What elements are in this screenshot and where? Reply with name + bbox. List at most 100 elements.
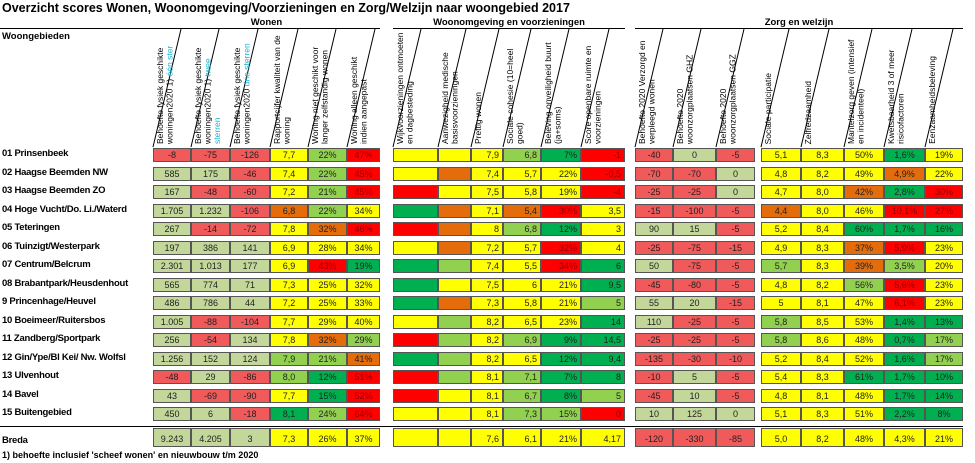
- table-cell: -0,5: [581, 166, 625, 181]
- table-cell: 6,5: [503, 314, 541, 329]
- table-cell: -25: [673, 185, 716, 199]
- column-label: Sociale cohesie (10=heel goed): [505, 48, 525, 144]
- table-cell: [438, 203, 471, 218]
- column-header-label: Sociale participatie: [763, 73, 774, 144]
- column-label: Eenzaamheidsbeleving: [927, 56, 937, 144]
- table-cell: 20: [673, 296, 716, 310]
- table-cell: 21%: [308, 351, 347, 366]
- table-cell: 8%: [541, 388, 581, 403]
- table-cell: -75: [673, 259, 716, 273]
- table-cell: 7,4: [471, 166, 503, 181]
- table-cell: 7,3: [270, 427, 308, 447]
- table-cell: 47%: [844, 296, 884, 310]
- table-cell: 5,1: [761, 407, 801, 421]
- group-header-wonen: Wonen: [250, 17, 283, 28]
- table-cell: -100: [673, 203, 716, 218]
- table-cell: -5: [716, 148, 755, 162]
- table-cell: 6,5: [503, 351, 541, 366]
- table-cell: -10: [635, 370, 673, 384]
- table-cell: 9,5: [581, 277, 625, 292]
- table-cell: 1,6%: [884, 351, 925, 366]
- row-header-label: Woongebieden: [2, 31, 70, 42]
- column-header: Behoefte 2020 Verzorgd en verpleegd wone…: [635, 29, 673, 147]
- table-cell: 45%: [347, 185, 380, 199]
- column-header-label: Behoefte fysiek geschikte woningen2020 1…: [193, 32, 223, 144]
- table-cell: -30: [673, 351, 716, 366]
- table-cell: 4,9%: [884, 166, 925, 181]
- table-cell: -69: [191, 388, 230, 403]
- table-cell: -15: [716, 296, 755, 310]
- table-cell: 5,8: [761, 333, 801, 347]
- table-cell: 39%: [844, 259, 884, 273]
- table-cell: 22%: [541, 166, 581, 181]
- column-label: Kwetsbaarheid 3 of meer risicofactoren: [886, 49, 906, 145]
- table-cell: 1,7%: [884, 222, 925, 236]
- table-cell: [438, 240, 471, 255]
- table-cell: 9,4: [581, 351, 625, 366]
- table-cell: 8,1: [471, 407, 503, 421]
- table-cell: 7,1: [471, 203, 503, 218]
- table-cell: 7,2: [471, 240, 503, 255]
- table-cell: 8%: [925, 407, 963, 421]
- table-cell: 3,5: [581, 203, 625, 218]
- table-cell: 177: [230, 259, 270, 273]
- table-cell: 64%: [347, 407, 380, 421]
- table-cell: 9%: [541, 333, 581, 347]
- table-cell: 48%: [844, 388, 884, 403]
- table-cell: -88: [191, 314, 230, 329]
- table-cell: 21%: [541, 277, 581, 292]
- table-cell: 8,1: [801, 388, 844, 403]
- column-sublabel: één ster: [164, 45, 175, 77]
- table-cell: 26%: [308, 427, 347, 447]
- column-header-label: Woning alleen geschikt indien aangepast: [349, 32, 369, 144]
- table-cell: 7,3: [471, 296, 503, 310]
- table-cell: 6,1: [503, 427, 541, 447]
- table-cell: 5,4: [761, 370, 801, 384]
- column-header: Woning alleen geschikt indien aangepast: [347, 29, 380, 147]
- table-cell: 774: [191, 277, 230, 292]
- column-label: Zelfredzaamheid: [803, 80, 813, 144]
- table-cell: 5,2: [761, 222, 801, 236]
- table-cell: 19%: [541, 185, 581, 199]
- table-cell: 7%: [541, 370, 581, 384]
- column-header-label: Behoefte fysiek geschikte woningen2020 1…: [155, 32, 175, 144]
- table-cell: 4.205: [191, 427, 230, 447]
- table-cell: -106: [230, 203, 270, 218]
- table-cell: 13%: [925, 314, 963, 329]
- table-cell: 8,2: [471, 351, 503, 366]
- table-cell: [438, 388, 471, 403]
- table-cell: 7,4: [270, 166, 308, 181]
- table-cell: 8,1: [801, 296, 844, 310]
- table-cell: 22%: [308, 166, 347, 181]
- table-cell: -8: [153, 148, 191, 162]
- table-cell: -75: [673, 240, 716, 255]
- column-header: Behoefte fysiek geschikte woningen2020 1…: [153, 29, 191, 147]
- table-cell: -120: [635, 427, 673, 447]
- table-cell: 175: [191, 166, 230, 181]
- table-cell: 20%: [925, 259, 963, 273]
- table-cell: 5,6%: [884, 277, 925, 292]
- column-label: Woning alleen geschikt indien aangepast: [349, 56, 369, 144]
- table-cell: 4,3%: [884, 427, 925, 447]
- table-cell: 0: [716, 407, 755, 421]
- table-cell: 14,5: [581, 333, 625, 347]
- table-cell: 167: [153, 185, 191, 199]
- table-cell: -5: [716, 388, 755, 403]
- column-separator: [580, 28, 610, 148]
- table-cell: 61%: [844, 370, 884, 384]
- column-header-label: Mantelzorg geven (intensief en incidente…: [846, 32, 866, 144]
- group-header-woonomgeving: Woonomgeving en voorzieningen: [433, 17, 585, 28]
- column-separator: [634, 28, 664, 148]
- table-cell: 8,6: [801, 333, 844, 347]
- column-separator: [715, 28, 745, 148]
- table-cell: 52%: [844, 351, 884, 366]
- table-cell: 4: [581, 240, 625, 255]
- table-cell: 8,2: [471, 333, 503, 347]
- table-cell: 8,2: [801, 427, 844, 447]
- table-cell: 22%: [925, 166, 963, 181]
- table-cell: [438, 314, 471, 329]
- table-cell: 10: [635, 407, 673, 421]
- table-cell: 24%: [308, 407, 347, 421]
- table-cell: 585: [153, 166, 191, 181]
- table-cell: 6,8: [503, 222, 541, 236]
